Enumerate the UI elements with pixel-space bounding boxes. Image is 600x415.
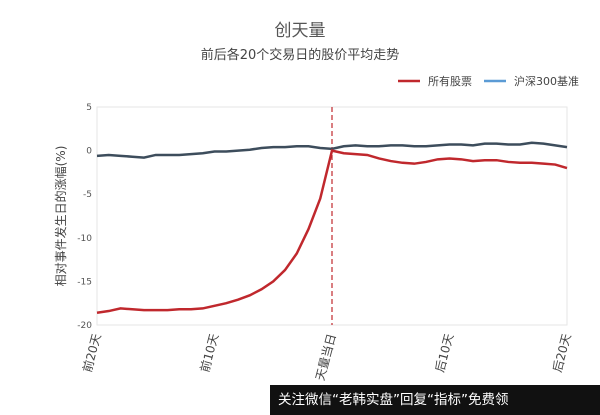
x-tick-label: 后10天 (433, 332, 457, 374)
x-tick-label: 前10天 (197, 332, 222, 374)
y-tick-label: -15 (77, 277, 92, 287)
y-axis-label: 相对事件发生日的涨幅(%) (53, 146, 68, 287)
series-line-沪深300基准 (96, 141, 568, 159)
legend-label: 沪深300基准 (514, 74, 579, 88)
watermark-banner: 关注微信“老韩实盘”回复“指标”免费领 (270, 385, 600, 415)
chart-subtitle: 前后各20个交易日的股价平均走势 (200, 48, 400, 63)
chart-title: 创天量 (274, 21, 326, 41)
legend-label: 所有股票 (428, 74, 472, 88)
y-tick-label: -5 (83, 190, 92, 200)
x-tick-label: 天量当日 (313, 332, 339, 382)
y-tick-label: 0 (86, 147, 92, 157)
x-tick-label: 前20天 (79, 332, 104, 374)
y-tick-label: -20 (77, 321, 92, 331)
series-line-所有股票 (96, 149, 568, 315)
y-tick-label: -10 (77, 234, 92, 244)
y-tick-label: 5 (86, 103, 92, 113)
x-tick-label: 后20天 (550, 332, 574, 374)
